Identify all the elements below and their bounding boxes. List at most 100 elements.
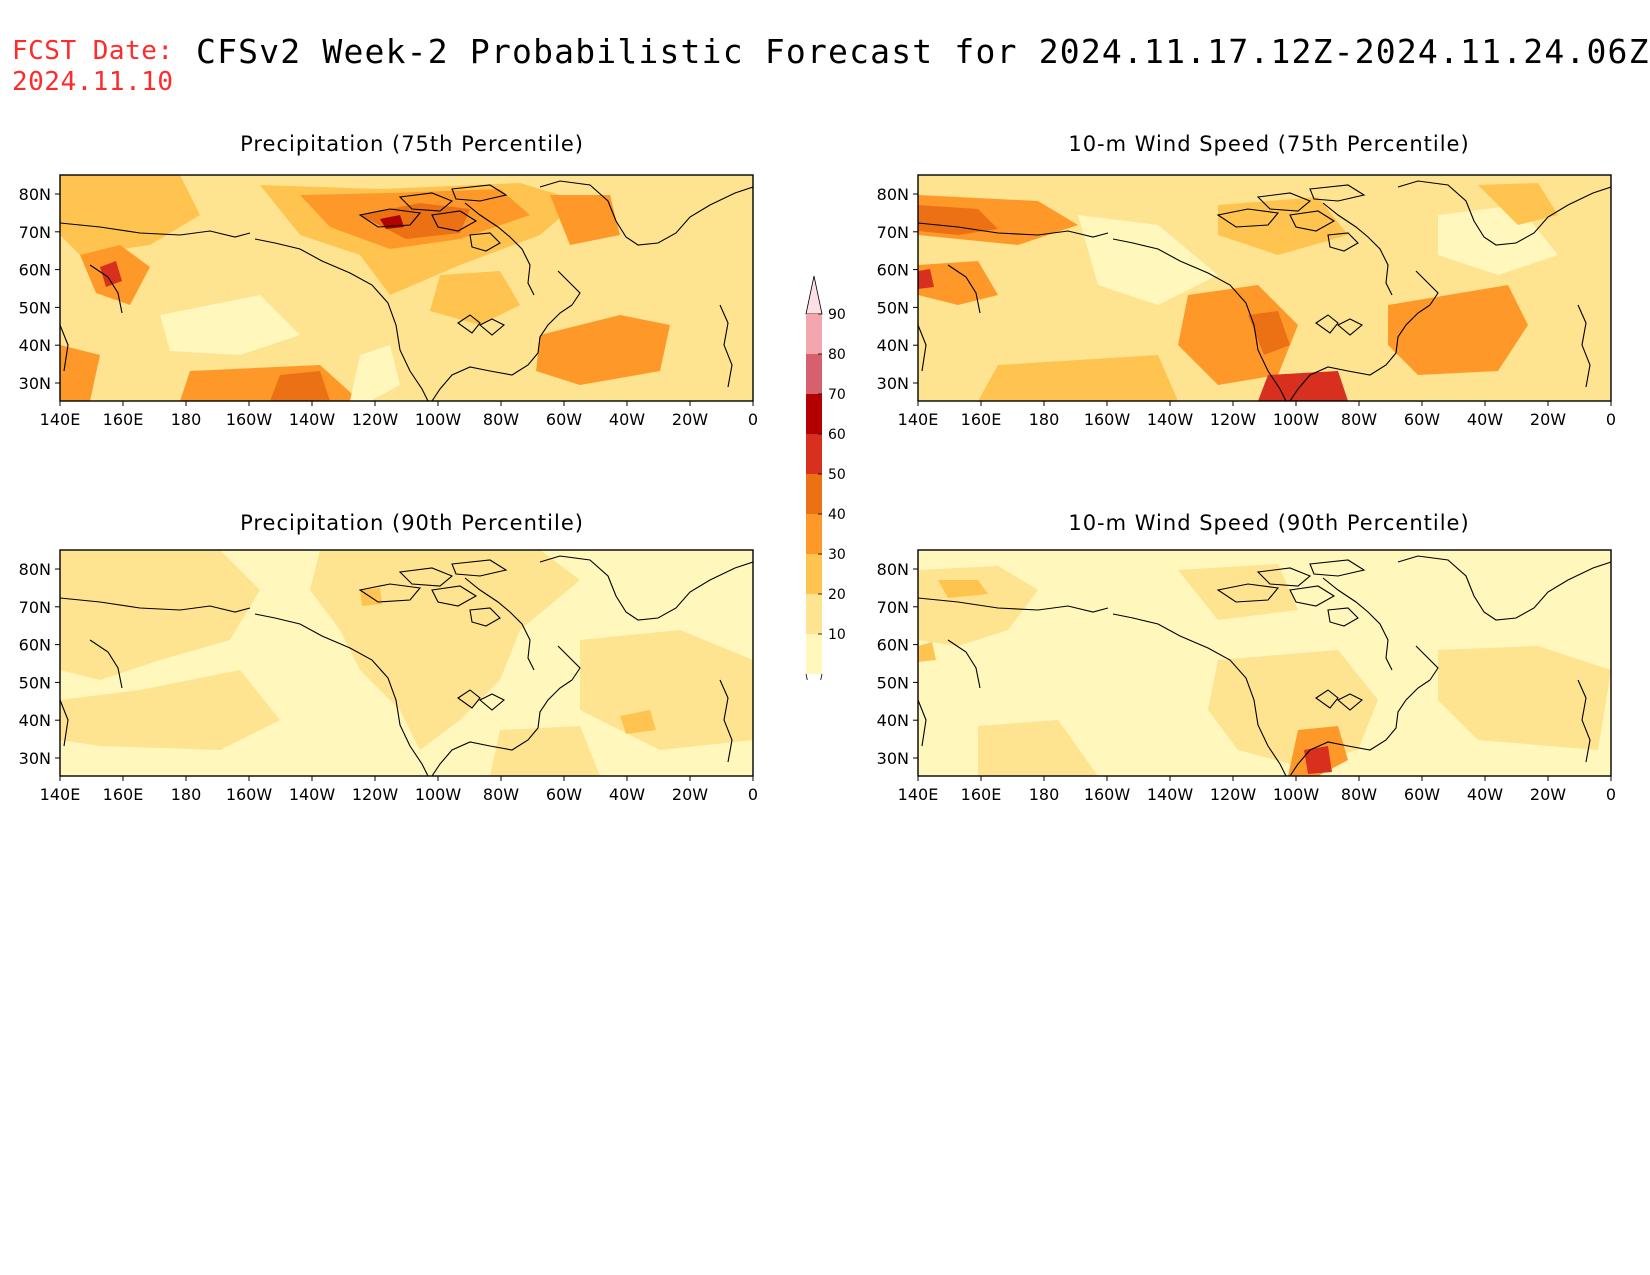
lon-label: 180 [171,410,202,429]
probability-contour-fill [1178,564,1298,620]
lon-label: 100W [1273,785,1320,804]
lat-label: 60N [877,261,909,280]
coastline [557,645,581,681]
probability-contour-fill [270,371,330,401]
panel-title-precip-75: Precipitation (75th Percentile) [240,132,584,156]
coastline [918,222,1109,238]
lon-label: 0 [748,410,758,429]
lat-label: 50N [877,673,909,692]
map-panel-precip-90: 80N 70N 60N 50N 40N 30N 140E 160E 180 160W 140W 120… [19,549,758,804]
coastline [1256,567,1312,587]
probability-contour-fill [1304,746,1332,774]
coastline [1327,232,1359,252]
lon-label: 60W [1404,410,1440,429]
coastline [947,264,981,314]
lat-label: 30N [19,374,51,393]
probability-contour-fill [550,195,620,245]
lat-label: 50N [19,298,51,317]
panel-title-wind-75: 10-m Wind Speed (75th Percentile) [1068,132,1470,156]
lon-label: 120W [1210,410,1257,429]
coastline [1112,613,1287,776]
coastline [1337,693,1363,711]
lat-label: 30N [19,749,51,768]
colorbar-underflow-triangle [805,673,823,680]
coastline [1397,180,1611,246]
coastline [1309,559,1366,577]
probability-contour-fill [978,355,1178,401]
lon-label: 180 [1029,410,1060,429]
lat-label: 80N [877,560,909,579]
coastline [1289,304,1431,401]
lon-label: 0 [1606,410,1616,429]
lon-label: 40W [609,785,645,804]
lat-label: 30N [877,749,909,768]
coastline [1315,689,1339,709]
coastline [358,583,422,603]
lat-label: 50N [19,673,51,692]
coastline [539,180,753,246]
colorbar-label: 60 [828,427,846,443]
lon-label: 120W [352,785,399,804]
coastline [1289,585,1336,607]
coastline [451,559,508,577]
lon-label: 140W [289,410,336,429]
map-frame [917,174,1612,402]
colorbar-label: 70 [828,387,846,403]
lat-label: 50N [877,298,909,317]
colorbar-overflow-triangle [805,275,823,315]
coastline [60,324,69,372]
coastline [451,184,508,202]
coastline [60,597,251,613]
panel-title-precip-90: Precipitation (90th Percentile) [240,511,584,535]
lon-label: 140W [1147,785,1194,804]
probability-contour-fill [918,269,934,289]
lon-label: 100W [415,785,462,804]
colorbar-segment [806,474,822,514]
probability-contour-fill [918,205,998,235]
lon-label: 0 [1606,785,1616,804]
lat-label: 70N [877,223,909,242]
lat-label: 80N [19,560,51,579]
probability-contour-fill [938,580,988,598]
map-frame [917,549,1612,777]
forecast-date-value: 2024.11.10 [12,67,174,97]
coastline [60,699,69,747]
probability-contour-fill [490,726,600,776]
lat-label: 30N [877,374,909,393]
lon-label: 180 [171,785,202,804]
coastline [557,270,581,306]
lat-label: 60N [877,636,909,655]
coastline [1577,679,1591,763]
colorbar-legend: 10 20 30 40 50 60 70 80 90 [805,275,846,680]
lon-label: 20W [1530,785,1566,804]
colorbar-label: 20 [828,587,846,603]
probability-contour-fill [1438,646,1611,750]
map-panel-precip-75: 80N 70N 60N 50N 40N 30N 140E 160E 180 160W 140W 120… [19,174,758,429]
lat-label: 70N [19,598,51,617]
colorbar-segment [806,354,822,394]
lon-label: 40W [1467,785,1503,804]
coastline [947,639,981,689]
lon-label: 160W [1084,410,1131,429]
coastline [1397,555,1611,621]
lat-label: 80N [877,185,909,204]
probability-contour-fill [1388,285,1528,375]
coastline [89,264,123,314]
lon-label: 0 [748,785,758,804]
lon-label: 140E [40,785,81,804]
lon-label: 160E [103,785,144,804]
lon-label: 160W [226,410,273,429]
probability-contour-fill [430,271,520,325]
probability-contour-fill [160,295,300,355]
lon-label: 120W [1210,785,1257,804]
coastline [918,699,927,747]
lon-label: 140E [898,785,939,804]
coastline [1577,304,1591,388]
lon-label: 20W [672,785,708,804]
coastline [431,585,478,607]
lon-label: 160E [961,410,1002,429]
lon-label: 80W [1341,410,1377,429]
probability-contour-fill [60,550,260,680]
coastline [1415,270,1439,306]
coastline [1112,238,1287,401]
